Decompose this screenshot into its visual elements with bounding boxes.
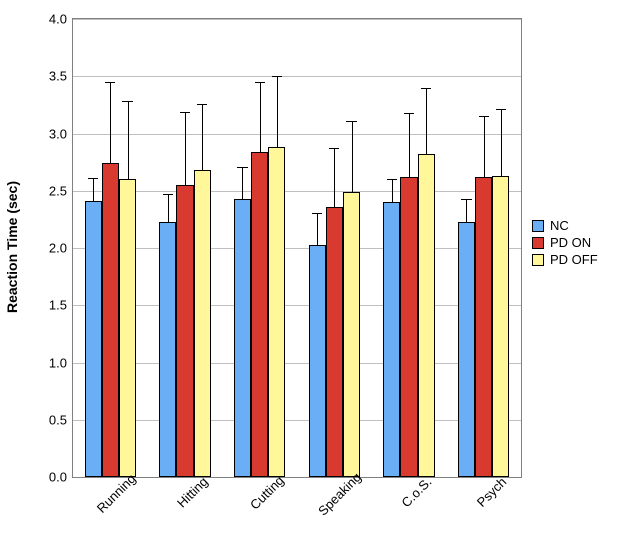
bar-nc <box>85 201 102 477</box>
legend-label: NC <box>550 218 569 233</box>
bar-pd-on <box>251 152 268 477</box>
ytick-label: 0.0 <box>49 470 67 485</box>
ytick-label: 3.5 <box>49 69 67 84</box>
bar-pd-on <box>176 185 193 477</box>
errorbar <box>466 199 467 222</box>
errorcap <box>237 167 247 168</box>
errorcap <box>421 88 431 89</box>
legend-label: PD ON <box>550 235 591 250</box>
legend-label: PD OFF <box>550 252 598 267</box>
xtick-label: Cutting <box>247 473 287 513</box>
legend-swatch <box>532 220 544 232</box>
errorbar <box>128 101 129 179</box>
bar-pd-on <box>475 177 492 477</box>
legend-item: NC <box>532 218 598 233</box>
gridline <box>73 363 521 364</box>
errorbar <box>168 194 169 221</box>
errorbar <box>260 82 261 152</box>
errorbar <box>352 121 353 192</box>
ytick-label: 2.0 <box>49 241 67 256</box>
bar-pd-on <box>326 207 343 477</box>
legend-swatch <box>532 237 544 249</box>
gridline <box>73 305 521 306</box>
errorbar <box>277 76 278 147</box>
errorbar <box>110 82 111 163</box>
gridline <box>73 191 521 192</box>
errorbar <box>242 167 243 199</box>
errorcap <box>163 194 173 195</box>
bar-pd-off <box>343 192 360 477</box>
errorbar <box>426 88 427 154</box>
xtick-label: C.o.S. <box>398 474 434 510</box>
errorbar <box>93 178 94 201</box>
bar-pd-off <box>194 170 211 477</box>
errorcap <box>272 76 282 77</box>
errorbar <box>409 113 410 177</box>
bar-pd-off <box>418 154 435 477</box>
ytick-label: 1.0 <box>49 355 67 370</box>
bar-pd-off <box>268 147 285 477</box>
gridline <box>73 76 521 77</box>
reaction-time-chart: 0.0 0.5 1.0 1.5 2.0 2.5 3.0 3.5 4.0 Running Hittin… <box>0 0 630 556</box>
bar-nc <box>309 245 326 477</box>
errorcap <box>329 148 339 149</box>
bar-nc <box>234 199 251 477</box>
errorcap <box>180 112 190 113</box>
bar-nc <box>159 222 176 477</box>
errorbar <box>392 179 393 202</box>
plot-area: 0.00.51.01.52.02.53.03.54.0RunningHittin… <box>72 18 522 478</box>
errorcap <box>404 113 414 114</box>
errorbar <box>501 109 502 175</box>
errorcap <box>88 178 98 179</box>
gridline <box>73 420 521 421</box>
errorbar <box>202 104 203 170</box>
errorcap <box>122 101 132 102</box>
ytick-label: 3.0 <box>49 126 67 141</box>
errorcap <box>479 116 489 117</box>
errorcap <box>387 179 397 180</box>
errorcap <box>105 82 115 83</box>
errorcap <box>496 109 506 110</box>
errorcap <box>255 82 265 83</box>
errorcap <box>197 104 207 105</box>
legend-item: PD OFF <box>532 252 598 267</box>
errorbar <box>484 116 485 177</box>
legend: NC PD ON PD OFF <box>532 216 598 269</box>
xtick-label: Hitting <box>174 474 211 511</box>
bar-pd-on <box>400 177 417 477</box>
bar-nc <box>383 202 400 477</box>
bar-pd-on <box>102 163 119 477</box>
y-axis-label: Reaction Time (sec) <box>4 181 20 313</box>
errorcap <box>312 213 322 214</box>
errorcap <box>346 121 356 122</box>
ytick-label: 2.5 <box>49 183 67 198</box>
gridline <box>73 19 521 20</box>
gridline <box>73 134 521 135</box>
xtick-label: Running <box>94 471 139 516</box>
xtick-label: Psych <box>473 474 509 510</box>
errorbar <box>317 213 318 245</box>
bar-pd-off <box>492 176 509 477</box>
bar-pd-off <box>119 179 136 477</box>
ytick-label: 1.5 <box>49 298 67 313</box>
ytick-label: 4.0 <box>49 12 67 27</box>
gridline <box>73 248 521 249</box>
errorcap <box>461 199 471 200</box>
legend-swatch <box>532 254 544 266</box>
errorbar <box>334 148 335 206</box>
legend-item: PD ON <box>532 235 598 250</box>
ytick-label: 0.5 <box>49 412 67 427</box>
errorbar <box>185 112 186 185</box>
bar-nc <box>458 222 475 477</box>
